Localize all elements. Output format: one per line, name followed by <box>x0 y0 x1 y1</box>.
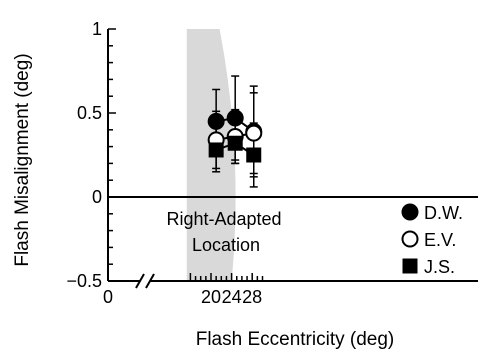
data-point-D.W. <box>207 112 225 130</box>
x-tick-label: 20 <box>201 287 221 307</box>
series-layer <box>207 75 263 188</box>
legend: D.W. E.V. J.S. <box>401 203 463 277</box>
y-tick-label: 0 <box>92 187 102 207</box>
shaded-region-label-line2: Location <box>192 235 260 255</box>
x-tick-label: 0 <box>103 287 113 307</box>
x-axis-label: Flash Eccentricity (deg) <box>196 329 395 350</box>
data-point-J.S. <box>246 147 262 163</box>
y-axis-label: Flash Misalignment (deg) <box>12 53 33 266</box>
legend-marker-E.V. <box>401 230 419 248</box>
legend-label-D.W.: D.W. <box>424 203 463 223</box>
legend-label-E.V.: E.V. <box>424 230 456 250</box>
shaded-region-label-line1: Right-Adapted <box>166 209 281 229</box>
axis-break-mark-2 <box>145 273 155 289</box>
y-tick-label: 0.5 <box>77 103 102 123</box>
y-tick-label: 1 <box>92 19 102 39</box>
axes-layer: 10.50−0.50 20 24 28 <box>66 19 478 307</box>
legend-marker-J.S. <box>402 258 418 274</box>
axis-break-mark-1 <box>135 273 145 289</box>
data-point-J.S. <box>227 135 243 151</box>
data-point-D.W. <box>226 109 244 127</box>
x-tick-label: 28 <box>242 287 262 307</box>
legend-label-J.S.: J.S. <box>424 257 455 277</box>
data-point-E.V. <box>245 124 263 142</box>
legend-marker-D.W. <box>401 203 419 221</box>
x-tick-label: 24 <box>222 287 242 307</box>
data-point-J.S. <box>208 142 224 158</box>
y-tick-label: −0.5 <box>66 271 102 291</box>
